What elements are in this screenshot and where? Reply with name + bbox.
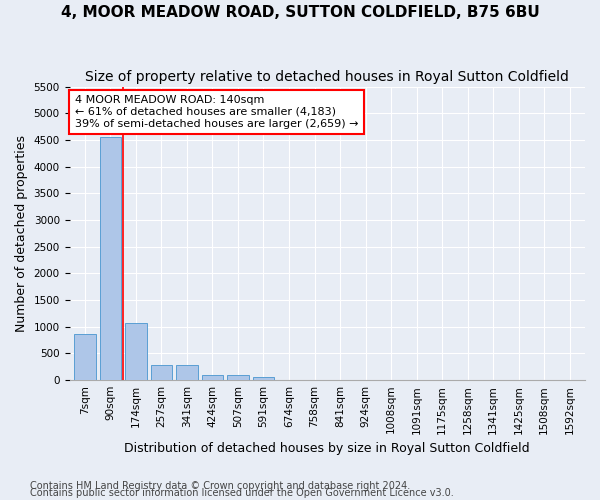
Bar: [253, 377, 274, 380]
Bar: [151, 364, 172, 380]
Text: Contains public sector information licensed under the Open Government Licence v3: Contains public sector information licen…: [30, 488, 454, 498]
Text: Contains HM Land Registry data © Crown copyright and database right 2024.: Contains HM Land Registry data © Crown c…: [30, 481, 410, 491]
Bar: [100, 136, 121, 380]
Bar: [202, 375, 223, 380]
Y-axis label: Number of detached properties: Number of detached properties: [15, 135, 28, 332]
Bar: [227, 375, 249, 380]
Bar: [176, 364, 198, 380]
Bar: [125, 324, 147, 380]
Title: Size of property relative to detached houses in Royal Sutton Coldfield: Size of property relative to detached ho…: [85, 70, 569, 84]
Text: 4 MOOR MEADOW ROAD: 140sqm
← 61% of detached houses are smaller (4,183)
39% of s: 4 MOOR MEADOW ROAD: 140sqm ← 61% of deta…: [74, 96, 358, 128]
Bar: [74, 334, 95, 380]
Text: 4, MOOR MEADOW ROAD, SUTTON COLDFIELD, B75 6BU: 4, MOOR MEADOW ROAD, SUTTON COLDFIELD, B…: [61, 5, 539, 20]
X-axis label: Distribution of detached houses by size in Royal Sutton Coldfield: Distribution of detached houses by size …: [124, 442, 530, 455]
